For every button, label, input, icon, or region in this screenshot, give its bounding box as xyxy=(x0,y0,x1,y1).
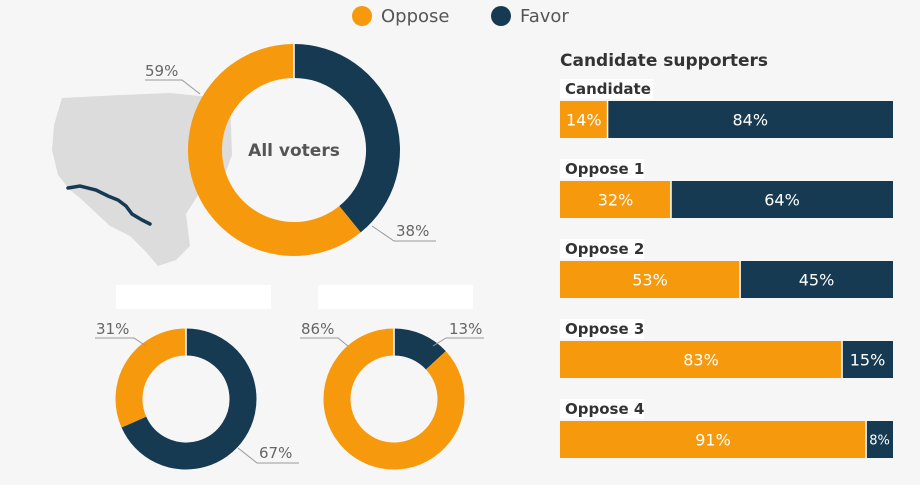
donut-all-voters: All voters 59% 38% xyxy=(145,44,436,256)
legend-swatch-favor xyxy=(491,6,511,26)
bar-category-label: Oppose 4 xyxy=(565,400,644,418)
bar-segment-oppose xyxy=(560,181,671,218)
donut-2-title-box xyxy=(116,285,271,309)
donut-slice-favor-2 xyxy=(121,328,257,470)
bar-label-box xyxy=(560,159,644,179)
bar-label-box xyxy=(560,79,653,99)
bar-segment-favor xyxy=(740,261,893,298)
leader-line-oppose-2 xyxy=(95,337,147,347)
legend: Oppose Favor xyxy=(352,6,569,27)
map-illustration xyxy=(52,93,232,266)
label-oppose-all: 59% xyxy=(145,62,178,80)
donut-center-title: All voters xyxy=(248,141,340,161)
bar-value-label-favor: 64% xyxy=(764,191,800,210)
bar-category-label: Oppose 3 xyxy=(565,320,644,338)
bar-label-box xyxy=(560,319,644,339)
label-favor-all: 38% xyxy=(396,222,429,240)
bar-segment-oppose xyxy=(560,101,608,138)
legend-label-favor: Favor xyxy=(520,6,569,27)
leader-line-favor-3 xyxy=(432,337,484,347)
candidate-supporters-panel: Candidate supporters Candidate 14% 84% Oppo… xyxy=(560,51,893,458)
bar-segment-favor xyxy=(842,341,893,378)
bar-label-box xyxy=(560,239,644,259)
donut-slice-favor-all xyxy=(293,44,400,233)
bar-value-label-oppose: 91% xyxy=(695,431,731,450)
bar-category-label: Oppose 1 xyxy=(565,160,644,178)
bar-label-box xyxy=(560,399,644,419)
bar-category-label: Candidate xyxy=(565,80,651,98)
bar-segment-oppose xyxy=(560,261,741,298)
leader-line-favor-2 xyxy=(237,447,299,464)
us-mexico-border-line xyxy=(66,184,152,226)
bars-title: Candidate supporters xyxy=(560,51,768,71)
bar-value-label-favor: 8% xyxy=(869,434,890,449)
label-oppose-2: 31% xyxy=(96,320,129,338)
bar-value-label-favor: 84% xyxy=(733,111,769,130)
bar-value-label-favor: 15% xyxy=(850,351,886,370)
bar-value-label-oppose: 83% xyxy=(683,351,719,370)
bar-segment-oppose xyxy=(560,421,867,458)
bar-value-label-favor: 45% xyxy=(799,271,835,290)
donut-group-3: 86% 13% xyxy=(300,320,484,470)
donut-group-2: 31% 67% xyxy=(95,320,299,470)
bar-segment-oppose xyxy=(560,341,843,378)
bar-segment-favor xyxy=(866,421,893,458)
bar-segment-favor xyxy=(607,101,893,138)
label-favor-2: 67% xyxy=(259,444,292,462)
label-oppose-3: 86% xyxy=(301,320,334,338)
donut-3-title-box xyxy=(318,285,473,309)
bar-category-label: Oppose 2 xyxy=(565,240,644,258)
leader-line-oppose-all xyxy=(145,79,201,95)
legend-swatch-oppose xyxy=(352,6,372,26)
bar-value-label-oppose: 32% xyxy=(598,191,634,210)
us-mexico-map-shape xyxy=(52,93,232,266)
label-favor-3: 13% xyxy=(449,320,482,338)
bar-value-label-oppose: 53% xyxy=(632,271,668,290)
legend-label-oppose: Oppose xyxy=(381,6,449,27)
bar-value-label-oppose: 14% xyxy=(566,111,602,130)
leader-line-favor-all xyxy=(371,225,436,242)
donut-slice-oppose-3 xyxy=(323,328,465,470)
donut-slice-oppose-2 xyxy=(115,328,187,428)
donut-slice-favor-3 xyxy=(393,328,446,370)
leader-line-oppose-3 xyxy=(300,337,349,347)
bar-segment-favor xyxy=(671,181,893,218)
donut-slice-oppose-all xyxy=(188,44,361,256)
